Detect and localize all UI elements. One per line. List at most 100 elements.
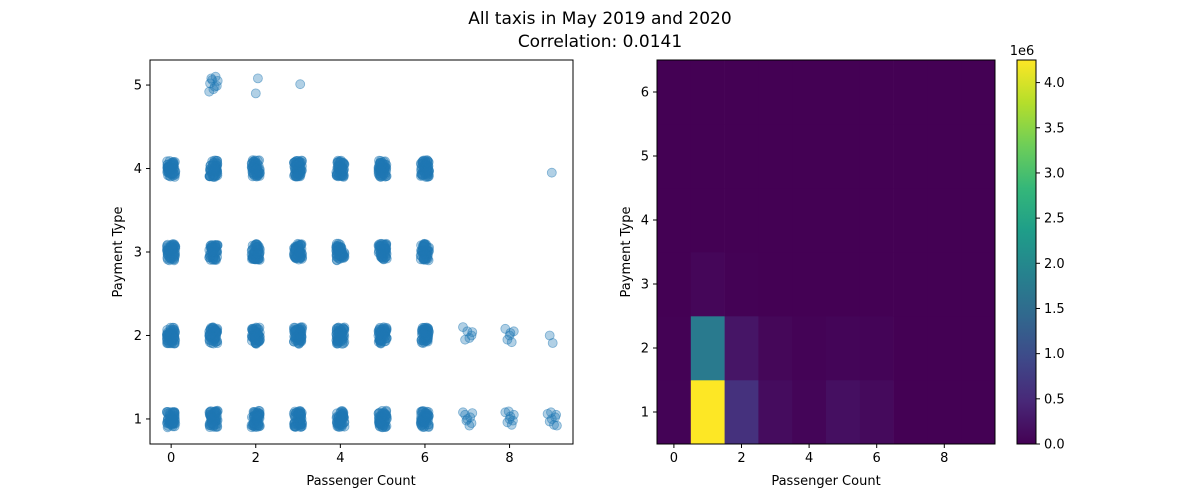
heatmap-cell [927, 380, 962, 445]
y-tick-label: 4 [134, 162, 142, 177]
heatmap-cell [826, 380, 861, 445]
heatmap-cell [859, 380, 894, 445]
heatmap-cell [961, 380, 996, 445]
heatmap-cell [758, 316, 793, 381]
heatmap-cell [690, 380, 725, 445]
colorbar-tick-label: 2.0 [1044, 257, 1065, 272]
scatter-point [374, 417, 385, 428]
x-tick-label: 6 [873, 451, 881, 466]
scatter-point [467, 327, 478, 338]
heatmap-cell [690, 252, 725, 317]
scatter-point [206, 412, 216, 423]
scatter-cluster [288, 155, 307, 182]
heatmap-cells [657, 60, 996, 445]
scatter-point [375, 249, 386, 260]
colorbar: 0.0 0.5 1.0 1.5 2.0 2.5 3.0 3.5 4.0 1e6 [1010, 44, 1065, 453]
heatmap-cell [792, 252, 827, 317]
scatter-point [415, 171, 426, 181]
heatmap-cell [859, 252, 894, 317]
colorbar-tick-label: 3.5 [1044, 121, 1065, 136]
heatmap-cell [893, 60, 928, 125]
heatmap-x-label: Passenger Count [771, 474, 880, 489]
heatmap-cell [927, 124, 962, 189]
scatter-point [293, 248, 304, 258]
heatmap-cell [826, 124, 861, 189]
heatmap-cell [859, 188, 894, 253]
scatter-cluster [204, 155, 223, 182]
heatmap-cell [724, 124, 759, 189]
heatmap-cell [927, 60, 962, 125]
heatmap-cell [927, 252, 962, 317]
heatmap-cell [893, 252, 928, 317]
scatter-point [163, 338, 174, 348]
scatter-point [503, 406, 514, 417]
x-tick-label: 0 [167, 451, 175, 466]
heatmap-cell [792, 188, 827, 253]
colorbar-tick-label: 4.0 [1044, 76, 1065, 91]
heatmap-cell [792, 60, 827, 125]
scatter-point [169, 170, 180, 181]
heatmap-cell [724, 60, 759, 125]
heatmap-cell [826, 188, 861, 253]
colorbar-tick-label: 1.5 [1044, 302, 1065, 317]
heatmap-y-ticks: 1 2 3 4 5 6 [641, 86, 657, 421]
y-tick-label: 4 [641, 214, 649, 229]
heatmap-cell [792, 380, 827, 445]
scatter-cluster [331, 238, 350, 266]
figure-title: All taxis in May 2019 and 2020 [468, 9, 731, 29]
heatmap-cell [927, 316, 962, 381]
heatmap-cell [657, 124, 692, 189]
scatter-point [508, 415, 518, 426]
scatter-cluster [289, 238, 308, 265]
scatter-cluster [288, 406, 308, 433]
scatter-point [422, 157, 433, 168]
y-tick-label: 1 [134, 412, 142, 427]
scatter-cluster [162, 156, 181, 182]
colorbar-tick-label: 0.5 [1044, 392, 1065, 407]
heatmap-x-ticks: 0 2 4 6 8 [670, 444, 948, 466]
y-tick-label: 2 [641, 342, 649, 357]
heatmap-cell [690, 60, 725, 125]
x-tick-label: 4 [805, 451, 813, 466]
colorbar-tick-label: 1.0 [1044, 347, 1065, 362]
y-tick-label: 5 [641, 150, 649, 165]
scatter-cluster [161, 239, 181, 266]
heatmap-cell [893, 188, 928, 253]
scatter-cluster [161, 322, 181, 349]
scatter-plot: 0 2 4 6 8 1 2 3 4 5 Passenger Count Payment Type [111, 59, 574, 489]
scatter-cluster [246, 322, 265, 349]
scatter-point [332, 336, 343, 347]
scatter-cluster [373, 238, 392, 265]
heatmap-cell [893, 380, 928, 445]
scatter-point [169, 239, 180, 250]
scatter-point [294, 408, 305, 419]
heatmap-cell [657, 252, 692, 317]
heatmap-cell [961, 124, 996, 189]
x-tick-label: 4 [336, 451, 344, 466]
scatter-x-ticks: 0 2 4 6 8 [167, 444, 514, 466]
scatter-point [546, 167, 557, 178]
y-tick-label: 5 [134, 79, 142, 94]
scatter-point [211, 81, 222, 91]
x-tick-label: 0 [670, 451, 678, 466]
scatter-cluster [373, 405, 392, 433]
heatmap-cell [961, 252, 996, 317]
scatter-point [418, 327, 429, 338]
heatmap-cell [826, 252, 861, 317]
scatter-point [546, 407, 556, 418]
scatter-cluster [416, 322, 434, 349]
scatter-point [208, 420, 219, 431]
scatter-point [209, 164, 220, 175]
colorbar-offset-label: 1e6 [1010, 44, 1035, 59]
scatter-point [417, 415, 427, 426]
scatter-point [250, 88, 261, 99]
heatmap-cell [657, 380, 692, 445]
scatter-point [375, 241, 386, 252]
scatter-point [419, 239, 430, 250]
colorbar-ticks: 0.0 0.5 1.0 1.5 2.0 2.5 3.0 3.5 4.0 [1036, 76, 1065, 453]
scatter-point [418, 254, 429, 265]
heatmap-cell [927, 188, 962, 253]
heatmap-cell [724, 252, 759, 317]
scatter-point [161, 407, 172, 418]
